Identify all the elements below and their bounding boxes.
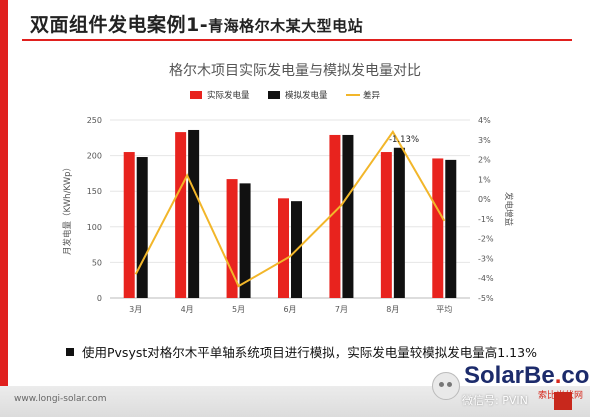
y-tick-label: 50: [92, 258, 102, 267]
y-tick-label: 200: [87, 152, 102, 161]
legend-label: 模拟发电量: [285, 90, 328, 101]
bar-actual: [380, 152, 392, 298]
wechat-icon: [432, 372, 460, 400]
bullet-text: 使用Pvsyst对格尔木平单轴系统项目进行模拟，实际发电量较模拟发电量高1.13…: [82, 345, 537, 360]
bar-actual: [278, 198, 289, 298]
bar-actual: [123, 152, 135, 298]
diff-line: [134, 130, 446, 288]
y2-tick-label: 2%: [478, 156, 491, 165]
title-divider: [22, 39, 572, 41]
watermark-brand-dot: .: [554, 362, 562, 389]
x-tick-label: 5月: [232, 305, 245, 314]
legend-label: 差异: [363, 90, 381, 101]
y2-axis-title: 发电增益: [503, 192, 514, 227]
y2-tick-label: -5%: [478, 294, 494, 303]
legend-label: 实际发电量: [207, 90, 250, 101]
legend-swatch: [268, 91, 280, 99]
footer-bar: www.longi-solar.com: [0, 386, 590, 417]
y-tick-label: 150: [87, 187, 102, 196]
x-tick-label: 3月: [129, 305, 142, 314]
slide-title-sub: 青海格尔木某大型电站: [208, 17, 364, 35]
bullet-note: 使用Pvsyst对格尔木平单轴系统项目进行模拟，实际发电量较模拟发电量高1.13…: [66, 342, 537, 361]
y2-tick-label: 4%: [478, 116, 491, 125]
y-tick-label: 100: [87, 223, 102, 232]
legend-swatch: [190, 91, 202, 99]
x-tick-label: 7月: [335, 305, 348, 314]
accent-bar: [0, 0, 8, 417]
bar-simulated: [393, 147, 405, 298]
y-axis-title: 月发电量（KWh/KWp）: [62, 163, 73, 255]
bar-simulated: [445, 159, 457, 298]
x-tick-label: 平均: [436, 304, 452, 314]
watermark-brand-b: com: [561, 362, 590, 389]
watermark-brand: SolarBe.com: [464, 362, 590, 390]
bar-actual: [432, 158, 444, 298]
bar-actual: [329, 134, 341, 298]
slide-title-main: 双面组件发电案例1-: [30, 14, 209, 36]
y2-tick-label: 3%: [478, 136, 491, 145]
y2-tick-label: 0%: [478, 195, 491, 204]
bar-actual: [175, 132, 187, 298]
chart-annotation: -1.13%: [389, 135, 419, 145]
x-tick-label: 6月: [283, 305, 296, 314]
y2-tick-label: -2%: [478, 235, 494, 244]
y2-tick-label: -4%: [478, 274, 494, 283]
y-tick-label: 0: [97, 294, 102, 303]
watermark-wechat-id: 微信号: PVIN: [462, 394, 528, 407]
x-tick-label: 8月: [386, 305, 399, 314]
watermark-brand-a: SolarBe: [464, 362, 555, 389]
y2-tick-label: -1%: [478, 215, 494, 224]
y2-tick-label: 1%: [478, 175, 491, 184]
bar-simulated: [239, 183, 251, 298]
bar-simulated: [188, 129, 200, 298]
footer-url: www.longi-solar.com: [14, 394, 107, 404]
y2-tick-label: -3%: [478, 254, 494, 263]
bar-actual: [226, 179, 238, 298]
x-tick-label: 4月: [181, 305, 194, 314]
bar-simulated: [136, 157, 148, 298]
corner-logo-icon: [554, 392, 572, 410]
bar-simulated: [342, 134, 354, 298]
bullet-square-icon: [66, 348, 74, 356]
slide-title: 双面组件发电案例1-青海格尔木某大型电站: [30, 10, 363, 37]
y-tick-label: 250: [87, 116, 102, 125]
chart-title: 格尔木项目实际发电量与模拟发电量对比: [169, 63, 421, 79]
